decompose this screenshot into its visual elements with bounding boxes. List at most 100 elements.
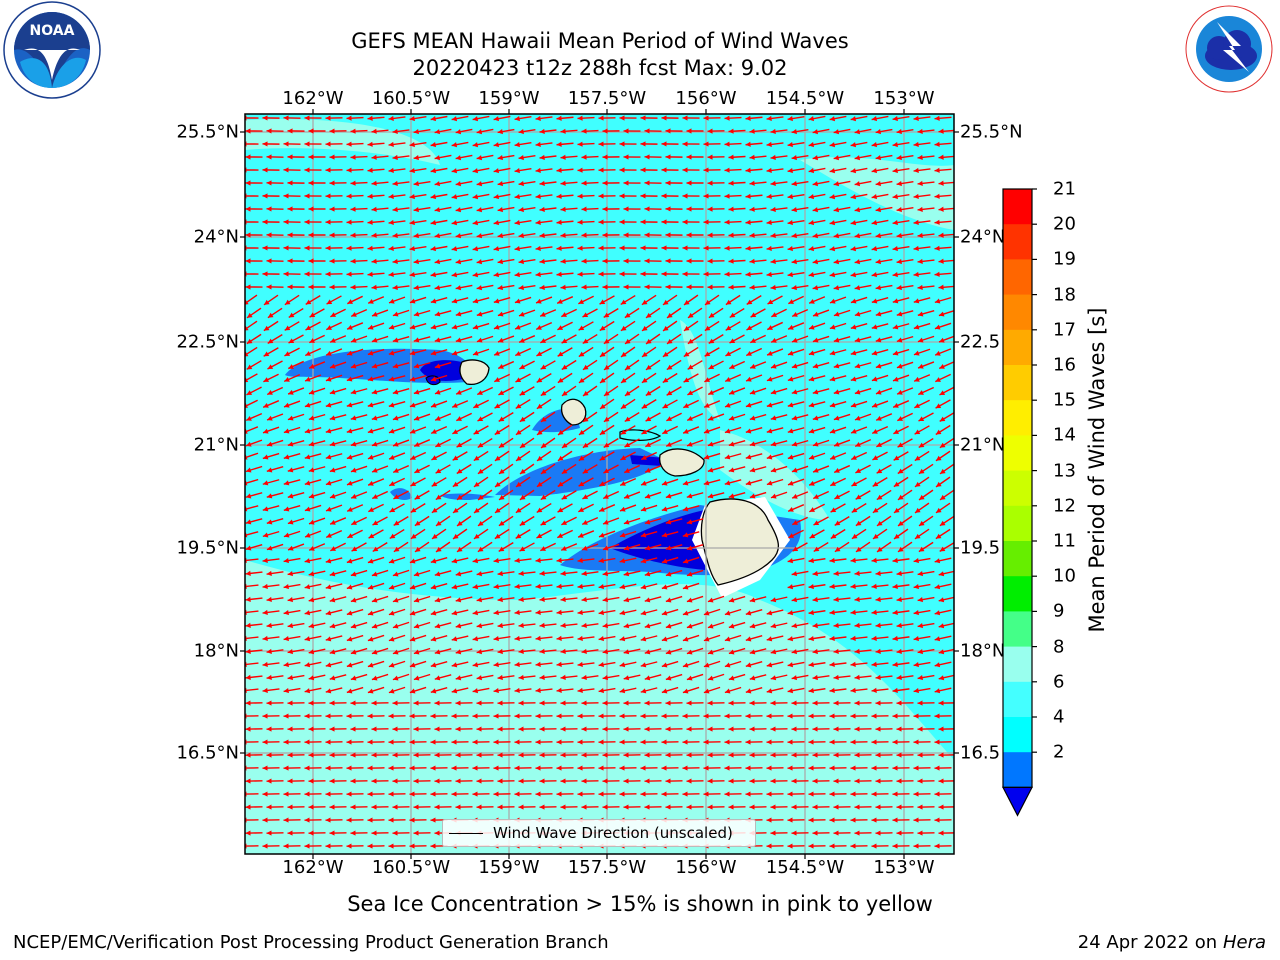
direction-arrow: [661, 765, 679, 771]
direction-arrow: [430, 557, 448, 564]
direction-arrow: [455, 335, 473, 343]
direction-arrow: [388, 634, 406, 642]
direction-arrow: [792, 542, 808, 552]
direction-arrow: [770, 491, 788, 499]
direction-arrow: [262, 479, 280, 486]
direction-arrow: [582, 437, 598, 449]
direction-arrow: [434, 648, 452, 655]
direction-arrow: [581, 516, 599, 526]
direction-arrow: [854, 362, 872, 369]
direction-arrow: [686, 647, 704, 655]
direction-arrow: [854, 570, 872, 576]
direction-arrow: [830, 503, 846, 513]
direction-arrow: [329, 570, 347, 577]
direction-arrow: [892, 843, 910, 849]
direction-arrow: [434, 336, 452, 343]
direction-arrow: [350, 700, 368, 706]
direction-arrow: [871, 583, 889, 589]
direction-arrow: [455, 284, 473, 291]
direction-arrow: [347, 529, 363, 539]
direction-arrow: [245, 752, 263, 758]
direction-arrow: [728, 440, 746, 447]
direction-arrow: [749, 648, 767, 655]
direction-arrow: [871, 167, 889, 174]
direction-arrow: [918, 541, 934, 553]
direction-arrow: [561, 463, 577, 475]
direction-arrow: [850, 296, 868, 304]
direction-arrow: [266, 648, 284, 655]
direction-arrow: [598, 713, 616, 719]
direction-arrow: [287, 284, 305, 290]
direction-arrow: [834, 516, 850, 526]
direction-arrow: [913, 765, 931, 771]
direction-arrow: [833, 804, 851, 810]
direction-arrow: [367, 141, 385, 147]
direction-arrow: [262, 219, 280, 225]
direction-arrow: [707, 284, 725, 290]
direction-arrow: [619, 791, 637, 797]
direction-arrow: [455, 232, 473, 239]
direction-arrow: [304, 765, 322, 771]
direction-arrow: [535, 765, 553, 771]
direction-arrow: [497, 700, 515, 706]
direction-arrow: [519, 411, 535, 423]
direction-arrow: [644, 648, 662, 655]
direction-arrow: [266, 206, 284, 212]
direction-arrow: [472, 765, 490, 771]
direction-arrow: [812, 700, 830, 706]
direction-arrow: [455, 258, 473, 265]
direction-arrow: [833, 362, 851, 369]
direction-arrow: [686, 569, 704, 577]
direction-arrow: [455, 387, 473, 395]
direction-arrow: [728, 621, 746, 629]
direction-arrow: [388, 296, 406, 304]
direction-arrow: [602, 543, 620, 551]
direction-arrow: [917, 154, 935, 160]
direction-arrow: [367, 608, 385, 616]
direction-arrow: [371, 647, 389, 655]
direction-arrow: [434, 387, 452, 395]
direction-arrow: [246, 360, 262, 370]
direction-arrow: [305, 294, 321, 306]
direction-arrow: [325, 687, 343, 694]
direction-arrow: [745, 219, 763, 225]
direction-arrow: [556, 245, 574, 251]
direction-arrow: [665, 673, 683, 681]
direction-arrow: [918, 515, 934, 527]
direction-arrow: [435, 464, 451, 474]
direction-arrow: [581, 180, 599, 186]
direction-arrow: [493, 141, 511, 148]
direction-arrow: [514, 245, 532, 252]
island-hawaii: [700, 498, 779, 586]
direction-arrow: [560, 232, 578, 238]
direction-arrow: [791, 439, 809, 447]
direction-arrow: [556, 219, 574, 225]
direction-arrow: [371, 154, 389, 160]
direction-arrow: [938, 596, 954, 603]
direction-arrow: [413, 726, 431, 732]
direction-arrow: [914, 528, 930, 540]
direction-arrow: [917, 180, 935, 186]
direction-arrow: [850, 843, 868, 849]
direction-arrow: [581, 778, 599, 784]
lon-label-top: 156°W: [675, 88, 737, 109]
direction-arrow: [687, 360, 703, 370]
direction-arrow: [536, 398, 552, 410]
colorbar-segment: [1003, 224, 1032, 260]
direction-arrow: [850, 141, 868, 148]
direction-arrow: [875, 700, 893, 706]
direction-arrow: [812, 648, 830, 655]
direction-arrow: [938, 648, 954, 655]
direction-arrow: [830, 528, 846, 540]
direction-arrow: [875, 622, 893, 628]
direction-arrow: [409, 660, 427, 668]
direction-arrow: [892, 635, 910, 642]
direction-arrow: [854, 700, 872, 706]
direction-arrow: [329, 387, 347, 395]
direction-arrow: [409, 193, 427, 200]
direction-arrow: [896, 206, 914, 213]
direction-arrow: [392, 569, 410, 577]
direction-arrow: [598, 193, 616, 199]
direction-arrow: [287, 778, 305, 784]
direction-arrow: [535, 193, 553, 200]
